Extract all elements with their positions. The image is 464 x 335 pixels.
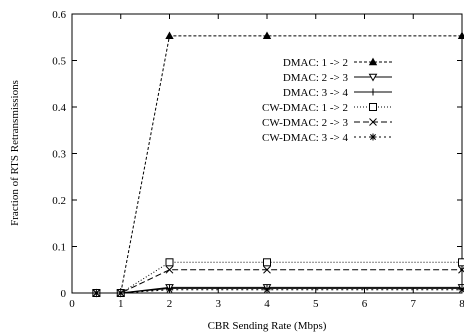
- legend-label: DMAC: 3 -> 4: [283, 87, 349, 99]
- data-point-series-6: [166, 286, 173, 294]
- x-tick-label: 3: [216, 298, 222, 310]
- legend-label: DMAC: 2 -> 3: [283, 72, 349, 84]
- data-point-series-6: [92, 289, 100, 297]
- legend-marker-1: [368, 57, 378, 66]
- legend-marker-6: [369, 133, 377, 141]
- data-point-series-5: [165, 265, 174, 274]
- series-line-1: [96, 35, 462, 294]
- data-point-series-5: [263, 265, 271, 274]
- data-point-series-4: [458, 258, 464, 267]
- series-group: [92, 31, 464, 298]
- legend: DMAC: 1 -> 2 DMAC: 2 -> 3 DMAC: 3 -> 4 CW-D…: [262, 57, 392, 144]
- legend-label: CW-DMAC: 2 -> 3: [262, 117, 348, 129]
- axis-ticks: 0 1 2 3 4 5 6 7 8 0 0.1 0.2 0.3 0.4 0.5 0.6: [52, 9, 464, 310]
- legend-label: CW-DMAC: 3 -> 4: [262, 132, 348, 144]
- legend-marker-5: [369, 118, 377, 126]
- legend-marker-2: [368, 73, 378, 82]
- x-tick-label: 1: [118, 298, 124, 310]
- data-point-series-6: [117, 289, 125, 297]
- data-point-series-1: [165, 31, 174, 40]
- data-point-series-1: [262, 31, 272, 40]
- y-tick-label: 0.6: [52, 9, 66, 21]
- y-tick-label: 0.1: [52, 242, 66, 254]
- legend-label: DMAC: 1 -> 2: [283, 57, 348, 69]
- y-axis-title: Fraction of RTS Retransmissions: [9, 80, 21, 226]
- x-tick-label: 0: [69, 298, 75, 310]
- x-tick-label: 2: [167, 298, 173, 310]
- x-tick-label: 4: [264, 298, 270, 310]
- data-point-series-6: [263, 286, 271, 294]
- data-point-series-4: [263, 258, 271, 267]
- legend-marker-3: [369, 88, 377, 96]
- y-tick-label: 0.5: [52, 56, 66, 68]
- y-tick-label: 0.3: [52, 149, 66, 161]
- legend-marker-4: [369, 103, 377, 111]
- x-axis-title: CBR Sending Rate (Mbps): [208, 320, 327, 332]
- y-tick-label: 0.2: [52, 195, 66, 207]
- y-tick-label: 0.4: [52, 102, 66, 114]
- y-tick-label: 0: [61, 288, 67, 300]
- data-point-series-5: [458, 265, 464, 274]
- series-line-6: [96, 289, 462, 294]
- x-tick-label: 5: [313, 298, 319, 310]
- data-point-series-4: [165, 258, 174, 267]
- x-tick-label: 6: [362, 298, 368, 310]
- x-tick-label: 7: [411, 298, 417, 310]
- legend-label: CW-DMAC: 1 -> 2: [262, 102, 348, 114]
- x-tick-label: 8: [459, 298, 464, 310]
- plot-frame: [71, 13, 463, 294]
